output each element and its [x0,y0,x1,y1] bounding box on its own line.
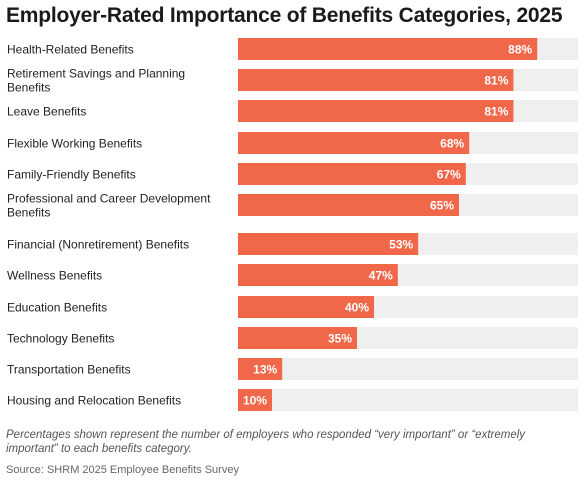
category-label: Health-Related Benefits [7,43,134,57]
bar [238,69,514,91]
bar [238,327,357,349]
category-label: Professional and Career Development Benef… [7,192,211,220]
category-label: Family-Friendly Benefits [7,168,136,182]
category-label: Technology Benefits [7,332,114,346]
bar-value-label: 88% [508,43,532,57]
bar-value-label: 81% [484,105,508,119]
category-label: Retirement Savings and Planning Benefits [7,67,185,95]
bar-value-label: 35% [328,332,352,346]
bar-value-label: 65% [430,199,454,213]
bar-chart: 88% Health-Related Benefits 81% Retirement … [7,38,578,411]
bar-value-label: 53% [389,238,413,252]
category-label: Leave Benefits [7,105,86,119]
bar-track [238,389,578,411]
bar-track [238,358,578,380]
category-label: Flexible Working Benefits [7,137,142,151]
category-label: Education Benefits [7,301,107,315]
category-label: Wellness Benefits [7,269,102,283]
bar [238,194,459,216]
bar [238,38,538,60]
bar-value-label: 10% [243,394,267,408]
bar [238,100,514,122]
bar [238,132,470,154]
bar [238,296,374,318]
bar-value-label: 67% [437,168,461,182]
bar [238,233,419,255]
bar-value-label: 47% [369,269,393,283]
category-label: Financial (Nonretirement) Benefits [7,238,189,252]
source-note: Source: SHRM 2025 Employee Benefits Surv… [6,464,239,476]
chart-title: Employer-Rated Importance of Benefits Ca… [6,4,563,27]
bar-value-label: 13% [253,363,277,377]
category-label: Transportation Benefits [7,363,131,377]
bar [238,163,466,185]
bar-value-label: 40% [345,301,369,315]
bar [238,389,272,411]
bar [238,358,283,380]
footnote: Percentages shown represent the number o… [6,429,526,455]
bar-value-label: 81% [484,74,508,88]
bar-value-label: 68% [440,137,464,151]
category-label: Housing and Relocation Benefits [7,394,181,408]
bar [238,264,398,286]
